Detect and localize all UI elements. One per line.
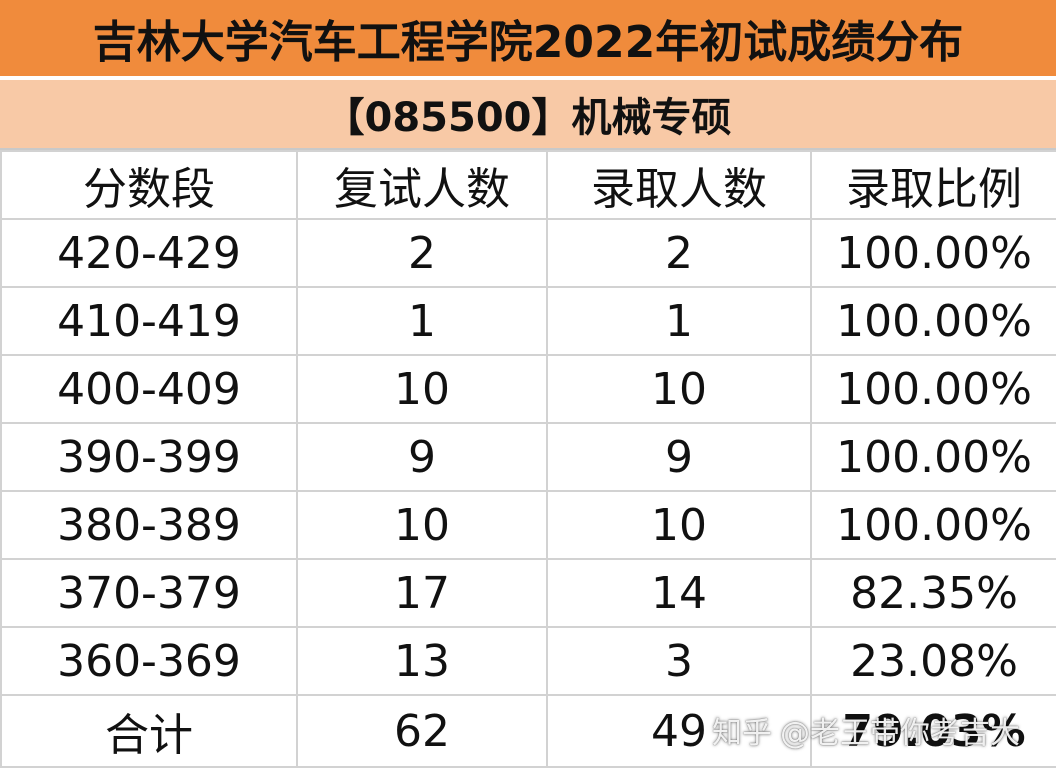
admitted-cell: 14 xyxy=(546,558,812,628)
total-ratio: 79.03% xyxy=(810,694,1056,768)
score-range-cell: 400-409 xyxy=(0,354,298,424)
ratio-cell: 100.00% xyxy=(810,286,1056,356)
admitted-cell: 3 xyxy=(546,626,812,696)
total-row: 合计 62 49 79.03% xyxy=(0,694,1056,768)
table-row: 370-379 17 14 82.35% xyxy=(0,558,1056,628)
total-label: 合计 xyxy=(0,694,298,768)
header-ratio: 录取比例 xyxy=(810,150,1056,220)
admitted-cell: 1 xyxy=(546,286,812,356)
interviewed-cell: 9 xyxy=(296,422,548,492)
interviewed-cell: 10 xyxy=(296,354,548,424)
total-admitted: 49 xyxy=(546,694,812,768)
ratio-cell: 23.08% xyxy=(810,626,1056,696)
table-title: 吉林大学汽车工程学院2022年初试成绩分布 xyxy=(0,0,1056,78)
ratio-cell: 100.00% xyxy=(810,490,1056,560)
score-range-cell: 410-419 xyxy=(0,286,298,356)
interviewed-cell: 17 xyxy=(296,558,548,628)
interviewed-cell: 13 xyxy=(296,626,548,696)
table-row: 380-389 10 10 100.00% xyxy=(0,490,1056,560)
score-range-cell: 370-379 xyxy=(0,558,298,628)
total-interviewed: 62 xyxy=(296,694,548,768)
header-score-range: 分数段 xyxy=(0,150,298,220)
score-range-cell: 420-429 xyxy=(0,218,298,288)
header-interviewed: 复试人数 xyxy=(296,150,548,220)
interviewed-cell: 2 xyxy=(296,218,548,288)
score-distribution-table: 分数段 复试人数 录取人数 录取比例 420-429 2 2 100.00% 4… xyxy=(0,150,1056,768)
admitted-cell: 2 xyxy=(546,218,812,288)
admitted-cell: 10 xyxy=(546,490,812,560)
interviewed-cell: 1 xyxy=(296,286,548,356)
ratio-cell: 100.00% xyxy=(810,218,1056,288)
table-row: 400-409 10 10 100.00% xyxy=(0,354,1056,424)
header-row: 分数段 复试人数 录取人数 录取比例 xyxy=(0,150,1056,220)
score-range-cell: 380-389 xyxy=(0,490,298,560)
ratio-cell: 100.00% xyxy=(810,422,1056,492)
table-row: 360-369 13 3 23.08% xyxy=(0,626,1056,696)
header-admitted: 录取人数 xyxy=(546,150,812,220)
table-subtitle: 【085500】机械专硕 xyxy=(0,80,1056,150)
admitted-cell: 9 xyxy=(546,422,812,492)
interviewed-cell: 10 xyxy=(296,490,548,560)
table-row: 420-429 2 2 100.00% xyxy=(0,218,1056,288)
ratio-cell: 100.00% xyxy=(810,354,1056,424)
score-range-cell: 360-369 xyxy=(0,626,298,696)
table-row: 410-419 1 1 100.00% xyxy=(0,286,1056,356)
ratio-cell: 82.35% xyxy=(810,558,1056,628)
admitted-cell: 10 xyxy=(546,354,812,424)
table-row: 390-399 9 9 100.00% xyxy=(0,422,1056,492)
score-range-cell: 390-399 xyxy=(0,422,298,492)
